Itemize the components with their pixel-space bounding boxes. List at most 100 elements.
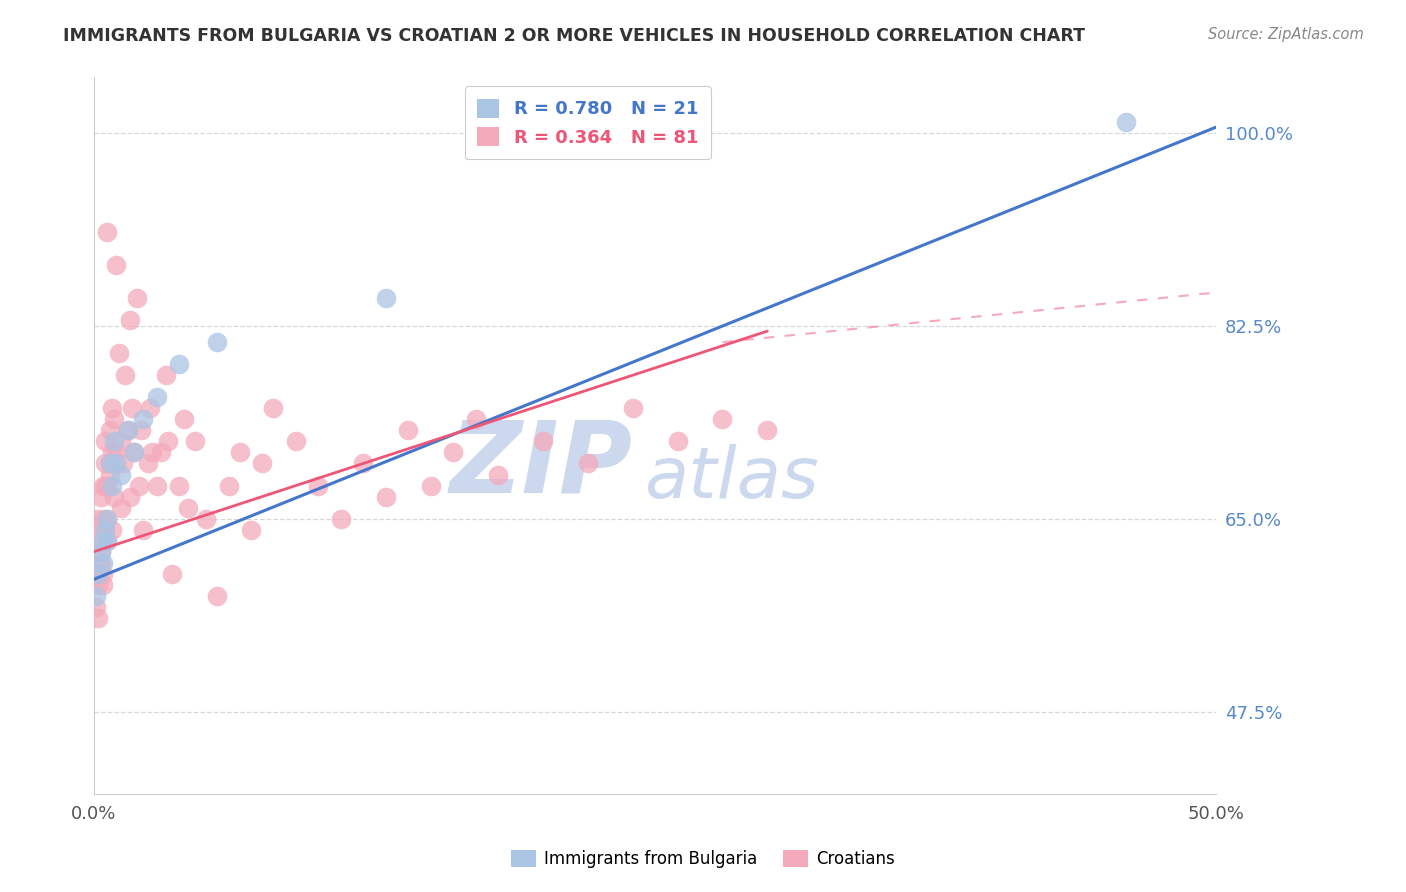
- Point: [207, 589, 229, 603]
- Point: [98, 467, 121, 482]
- Text: Source: ZipAtlas.com: Source: ZipAtlas.com: [1208, 27, 1364, 42]
- Point: [101, 401, 124, 416]
- Point: [173, 412, 195, 426]
- Point: [263, 401, 285, 416]
- Point: [96, 478, 118, 492]
- Point: [117, 423, 139, 437]
- Point: [374, 490, 396, 504]
- Point: [155, 368, 177, 383]
- Point: [105, 445, 128, 459]
- Point: [91, 511, 114, 525]
- Point: [84, 566, 107, 581]
- Point: [531, 434, 554, 449]
- Point: [84, 511, 107, 525]
- Point: [110, 500, 132, 515]
- Point: [94, 434, 117, 449]
- Point: [150, 445, 173, 459]
- Point: [184, 434, 207, 449]
- Point: [94, 523, 117, 537]
- Point: [98, 457, 121, 471]
- Point: [98, 423, 121, 437]
- Point: [139, 401, 162, 416]
- Point: [118, 313, 141, 327]
- Point: [91, 478, 114, 492]
- Point: [94, 457, 117, 471]
- Point: [90, 523, 112, 537]
- Point: [307, 478, 329, 492]
- Point: [118, 490, 141, 504]
- Point: [129, 423, 152, 437]
- Point: [105, 457, 128, 471]
- Point: [87, 533, 110, 548]
- Point: [486, 467, 509, 482]
- Point: [136, 457, 159, 471]
- Point: [94, 478, 117, 492]
- Point: [141, 445, 163, 459]
- Point: [177, 500, 200, 515]
- Point: [756, 423, 779, 437]
- Point: [167, 478, 190, 492]
- Point: [464, 412, 486, 426]
- Point: [90, 545, 112, 559]
- Point: [121, 401, 143, 416]
- Point: [87, 611, 110, 625]
- Point: [374, 291, 396, 305]
- Point: [124, 445, 146, 459]
- Point: [96, 511, 118, 525]
- Point: [117, 423, 139, 437]
- Point: [103, 490, 125, 504]
- Point: [284, 434, 307, 449]
- Point: [132, 412, 155, 426]
- Point: [101, 523, 124, 537]
- Point: [90, 545, 112, 559]
- Point: [195, 511, 218, 525]
- Point: [114, 368, 136, 383]
- Point: [352, 457, 374, 471]
- Point: [576, 457, 599, 471]
- Text: atlas: atlas: [644, 444, 818, 514]
- Point: [107, 346, 129, 360]
- Point: [87, 566, 110, 581]
- Point: [240, 523, 263, 537]
- Point: [110, 467, 132, 482]
- Point: [91, 566, 114, 581]
- Point: [156, 434, 179, 449]
- Point: [329, 511, 352, 525]
- Point: [112, 457, 135, 471]
- Text: ZIP: ZIP: [450, 416, 633, 513]
- Point: [132, 523, 155, 537]
- Point: [98, 457, 121, 471]
- Point: [101, 478, 124, 492]
- Point: [103, 434, 125, 449]
- Point: [91, 556, 114, 570]
- Point: [125, 291, 148, 305]
- Point: [101, 445, 124, 459]
- Point: [96, 533, 118, 548]
- Point: [84, 599, 107, 614]
- Point: [666, 434, 689, 449]
- Legend: R = 0.780   N = 21, R = 0.364   N = 81: R = 0.780 N = 21, R = 0.364 N = 81: [465, 87, 710, 160]
- Point: [252, 457, 274, 471]
- Point: [146, 478, 169, 492]
- Point: [90, 556, 112, 570]
- Point: [87, 578, 110, 592]
- Point: [94, 523, 117, 537]
- Point: [711, 412, 734, 426]
- Point: [229, 445, 252, 459]
- Point: [1115, 114, 1137, 128]
- Point: [110, 434, 132, 449]
- Point: [90, 490, 112, 504]
- Point: [128, 478, 150, 492]
- Point: [96, 511, 118, 525]
- Point: [103, 412, 125, 426]
- Point: [218, 478, 240, 492]
- Point: [162, 566, 184, 581]
- Point: [207, 335, 229, 350]
- Point: [441, 445, 464, 459]
- Point: [96, 533, 118, 548]
- Point: [91, 533, 114, 548]
- Point: [396, 423, 419, 437]
- Point: [621, 401, 644, 416]
- Text: IMMIGRANTS FROM BULGARIA VS CROATIAN 2 OR MORE VEHICLES IN HOUSEHOLD CORRELATION: IMMIGRANTS FROM BULGARIA VS CROATIAN 2 O…: [63, 27, 1085, 45]
- Point: [146, 390, 169, 404]
